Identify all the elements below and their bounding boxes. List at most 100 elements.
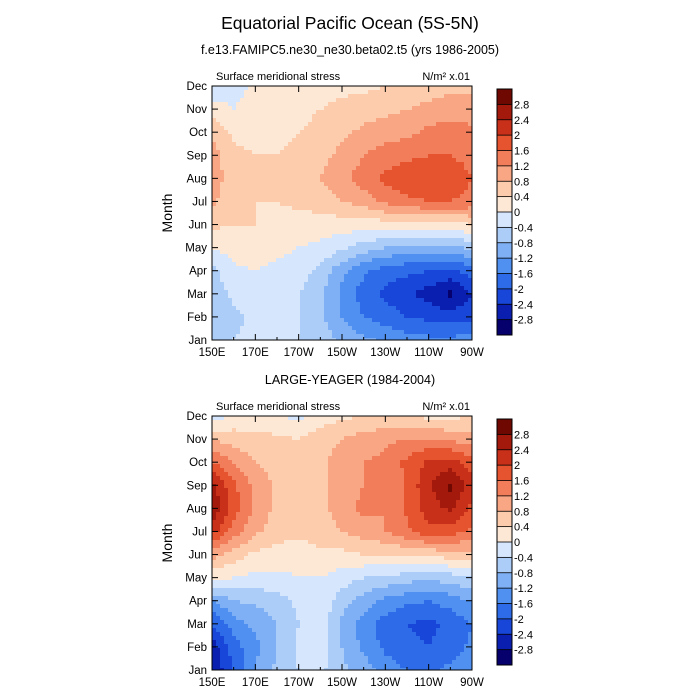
contour-cell xyxy=(376,186,381,191)
contour-cell xyxy=(240,432,245,437)
contour-cell xyxy=(216,102,221,107)
contour-cell xyxy=(440,298,445,303)
contour-cell xyxy=(248,246,253,251)
contour-cell xyxy=(248,234,253,239)
contour-cell xyxy=(416,142,421,147)
contour-cell xyxy=(324,254,329,259)
contour-cell xyxy=(260,138,265,143)
contour-cell xyxy=(436,138,441,143)
contour-cell xyxy=(328,90,333,95)
contour-cell xyxy=(292,166,297,171)
contour-cell xyxy=(320,90,325,95)
contour-cell xyxy=(336,98,341,103)
contour-cell xyxy=(380,266,385,271)
contour-cell xyxy=(416,428,421,433)
contour-cell xyxy=(264,314,269,319)
contour-cell xyxy=(232,130,237,135)
contour-cell xyxy=(300,334,305,339)
contour-cell xyxy=(456,322,461,327)
contour-cell xyxy=(456,440,461,445)
contour-cell xyxy=(332,218,337,223)
contour-cell xyxy=(372,278,377,283)
contour-cell xyxy=(348,270,353,275)
contour-cell xyxy=(320,130,325,135)
contour-cell xyxy=(372,250,377,255)
contour-cell xyxy=(280,330,285,335)
contour-cell xyxy=(344,190,349,195)
contour-cell xyxy=(360,238,365,243)
contour-cell xyxy=(424,174,429,179)
contour-cell xyxy=(356,432,361,437)
contour-cell xyxy=(356,110,361,115)
contour-cell xyxy=(320,274,325,279)
contour-cell xyxy=(328,202,333,207)
contour-cell xyxy=(432,222,437,227)
contour-cell xyxy=(412,150,417,155)
contour-cell xyxy=(340,130,345,135)
contour-cell xyxy=(268,432,273,437)
contour-cell xyxy=(336,274,341,279)
contour-cell xyxy=(256,230,261,235)
contour-cell xyxy=(468,278,473,283)
contour-cell xyxy=(316,424,321,429)
contour-cell xyxy=(276,298,281,303)
contour-cell xyxy=(468,226,473,231)
contour-cell xyxy=(280,294,285,299)
contour-cell xyxy=(268,306,273,311)
contour-cell xyxy=(284,330,289,335)
contour-cell xyxy=(224,202,229,207)
contour-cell xyxy=(364,86,369,91)
contour-cell xyxy=(308,90,313,95)
contour-cell xyxy=(396,448,401,453)
contour-cell xyxy=(276,122,281,127)
contour-cell xyxy=(244,420,249,425)
contour-cell xyxy=(328,290,333,295)
contour-cell xyxy=(344,202,349,207)
contour-cell xyxy=(212,250,217,255)
contour-cell xyxy=(416,424,421,429)
contour-cell xyxy=(236,222,241,227)
contour-cell xyxy=(236,122,241,127)
contour-cell xyxy=(324,310,329,315)
contour-cell xyxy=(312,118,317,123)
contour-cell xyxy=(308,222,313,227)
contour-cell xyxy=(280,114,285,119)
contour-cell xyxy=(356,456,361,461)
contour-cell xyxy=(396,218,401,223)
contour-cell xyxy=(440,282,445,287)
contour-cell xyxy=(424,190,429,195)
contour-cell xyxy=(448,182,453,187)
contour-cell xyxy=(452,428,457,433)
contour-cell xyxy=(256,126,261,131)
contour-cell xyxy=(296,202,301,207)
contour-cell xyxy=(360,222,365,227)
contour-cell xyxy=(244,142,249,147)
contour-cell xyxy=(380,238,385,243)
contour-cell xyxy=(260,266,265,271)
contour-cell xyxy=(348,86,353,91)
contour-cell xyxy=(396,238,401,243)
contour-cell xyxy=(332,174,337,179)
contour-cell xyxy=(340,166,345,171)
contour-cell xyxy=(264,452,269,457)
contour-cell xyxy=(320,202,325,207)
colorbar-swatch xyxy=(497,89,512,105)
contour-cell xyxy=(312,286,317,291)
contour-cell xyxy=(304,206,309,211)
contour-cell xyxy=(380,114,385,119)
contour-cell xyxy=(420,258,425,263)
contour-cell xyxy=(360,266,365,271)
contour-cell xyxy=(232,334,237,339)
contour-cell xyxy=(260,322,265,327)
contour-cell xyxy=(228,194,233,199)
contour-cell xyxy=(260,102,265,107)
contour-cell xyxy=(224,318,229,323)
contour-cell xyxy=(256,302,261,307)
contour-cell xyxy=(232,326,237,331)
contour-cell xyxy=(252,424,257,429)
contour-cell xyxy=(216,444,221,449)
contour-cell xyxy=(356,170,361,175)
contour-cell xyxy=(224,106,229,111)
contour-cell xyxy=(216,154,221,159)
contour-cell xyxy=(380,178,385,183)
